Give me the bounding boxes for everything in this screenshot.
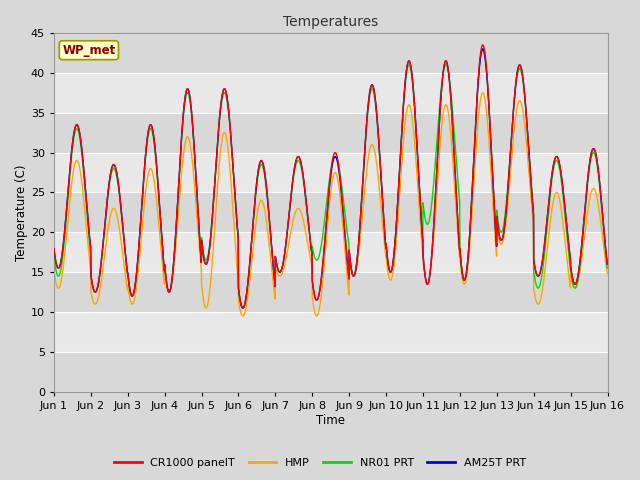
Bar — [54, 232, 607, 272]
AM25T PRT — [113, 171, 121, 177]
Bar — [54, 192, 607, 232]
Y-axis label: Temperature (C): Temperature (C) — [15, 164, 28, 261]
AM25T PRT — [239, 305, 247, 311]
NR01 PRT — [146, 126, 154, 132]
HMP — [113, 213, 121, 219]
CR1000 panelT — [604, 262, 611, 267]
AM25T PRT — [593, 156, 600, 162]
HMP — [533, 300, 541, 306]
Legend: CR1000 panelT, HMP, NR01 PRT, AM25T PRT: CR1000 panelT, HMP, NR01 PRT, AM25T PRT — [109, 453, 531, 472]
X-axis label: Time: Time — [316, 414, 345, 427]
NR01 PRT — [287, 201, 294, 207]
Line: AM25T PRT: AM25T PRT — [54, 49, 607, 308]
HMP — [479, 90, 486, 96]
AM25T PRT — [50, 246, 58, 252]
NR01 PRT — [533, 285, 541, 290]
HMP — [239, 313, 247, 319]
NR01 PRT — [113, 175, 121, 181]
NR01 PRT — [479, 46, 486, 52]
HMP — [262, 217, 270, 223]
CR1000 panelT — [479, 42, 486, 48]
Text: WP_met: WP_met — [62, 44, 115, 57]
CR1000 panelT — [593, 156, 600, 162]
HMP — [604, 271, 611, 276]
AM25T PRT — [287, 199, 294, 204]
Bar — [54, 153, 607, 192]
NR01 PRT — [50, 253, 58, 259]
Line: CR1000 panelT: CR1000 panelT — [54, 45, 607, 308]
NR01 PRT — [593, 160, 600, 166]
NR01 PRT — [604, 265, 611, 271]
CR1000 panelT — [113, 171, 121, 177]
HMP — [593, 193, 600, 199]
AM25T PRT — [604, 262, 611, 267]
HMP — [146, 166, 154, 172]
CR1000 panelT — [262, 182, 270, 188]
AM25T PRT — [533, 273, 541, 278]
Line: HMP: HMP — [54, 93, 607, 316]
Bar — [54, 272, 607, 312]
CR1000 panelT — [50, 246, 58, 252]
CR1000 panelT — [533, 273, 541, 278]
Bar — [54, 113, 607, 153]
CR1000 panelT — [239, 305, 247, 311]
CR1000 panelT — [146, 122, 154, 128]
HMP — [287, 232, 294, 238]
NR01 PRT — [239, 305, 247, 311]
AM25T PRT — [479, 46, 486, 52]
CR1000 panelT — [287, 199, 294, 204]
Title: Temperatures: Temperatures — [283, 15, 378, 29]
AM25T PRT — [262, 182, 270, 188]
Bar — [54, 73, 607, 113]
Line: NR01 PRT: NR01 PRT — [54, 49, 607, 308]
Bar — [54, 33, 607, 73]
AM25T PRT — [146, 122, 154, 128]
Bar — [54, 312, 607, 352]
Bar — [54, 352, 607, 392]
HMP — [50, 268, 58, 274]
NR01 PRT — [262, 186, 270, 192]
